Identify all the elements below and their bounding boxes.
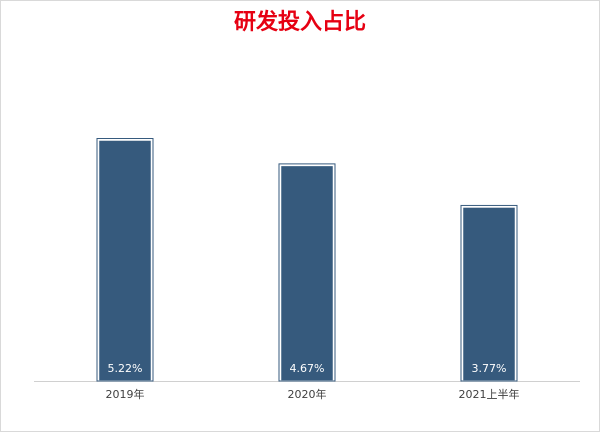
data-label: 5.22%: [108, 362, 143, 375]
bar-outline: [278, 163, 336, 382]
chart-title: 研发投入占比: [234, 9, 366, 35]
bar: [461, 206, 517, 382]
bar-outline: [96, 138, 154, 382]
data-label: 4.67%: [290, 362, 325, 375]
data-label: 3.77%: [472, 362, 507, 375]
x-tick-label: 2020年: [288, 387, 327, 401]
bar-outline: [460, 204, 518, 382]
bar: [279, 164, 335, 382]
x-tick-label: 2021上半年: [459, 387, 520, 401]
bar: [97, 139, 153, 382]
x-tick-label: 2019年: [106, 387, 145, 401]
